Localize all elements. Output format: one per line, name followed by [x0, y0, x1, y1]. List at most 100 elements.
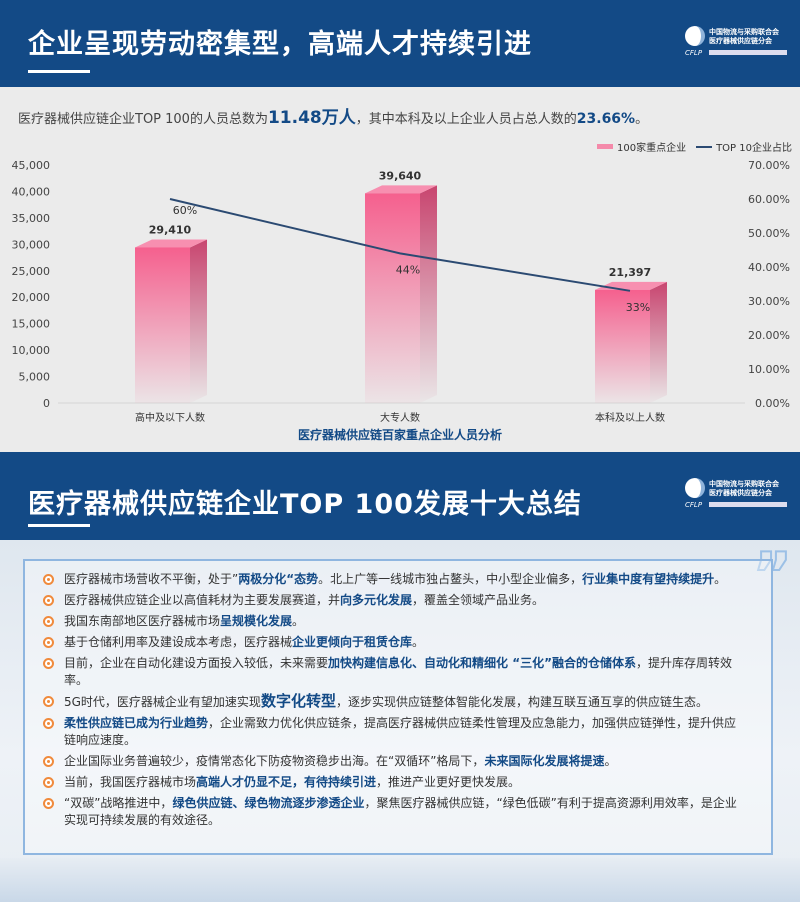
bar-data-label: 21,397	[609, 266, 651, 279]
item-text: ，覆盖全领域产品业务。	[412, 593, 545, 607]
title-underline	[28, 70, 90, 73]
chart-legend: 100家重点企业 TOP 10企业占比	[596, 139, 792, 154]
summary-item: 柔性供应链已成为行业趋势，企业需致力优化供应链条，提高医疗器械供应链柔性管理及应…	[39, 715, 744, 749]
logo-bar	[709, 502, 787, 507]
logo-line2: 医疗器械供应链分会	[709, 489, 772, 497]
item-text: 。	[292, 614, 305, 628]
bullet-icon	[43, 756, 54, 767]
highlight-text: 高端人才仍显不足，有待持续引进	[196, 775, 377, 789]
summary-mid: ，其中本科及以上企业人员占总人数的	[355, 112, 577, 127]
logo-globe-icon	[685, 478, 705, 498]
left-axis-tick: 40,000	[12, 185, 51, 198]
item-text: ，推进产业更好更快发展。	[376, 775, 521, 789]
legend-bar-label: 100家重点企业	[616, 143, 687, 154]
item-text: “双碳”战略推进中，	[64, 796, 173, 810]
highlight-text: 企业更倾向于租赁仓库	[292, 635, 413, 649]
summary-item: 企业国际业务普遍较少，疫情常态化下防疫物资稳步出海。在“双循环”格局下，未来国际…	[39, 753, 744, 770]
summary-item: “双碳”战略推进中，绿色供应链、绿色物流逐步渗透企业，聚焦医疗器械供应链，“绿色…	[39, 795, 744, 829]
highlight-text: 绿色供应链、绿色物流逐步渗透企业	[172, 796, 365, 810]
bullet-icon	[43, 658, 54, 669]
left-axis-tick: 35,000	[12, 212, 51, 225]
item-text: 医疗器械供应链企业以高值耗材为主要发展赛道，并	[64, 593, 341, 607]
legend-bar-swatch	[596, 144, 613, 149]
bar	[135, 247, 190, 403]
item-text: 。北上广等一线城市独占鳌头，中小型企业偏多，	[318, 572, 583, 586]
combo-chart: 0 5,000 10,000 15,000 20,000 25,000 30,000 35,0…	[12, 159, 791, 442]
logo-abbr: CFLP	[685, 49, 703, 57]
highlight-text: 两极分化“态势	[238, 572, 319, 586]
slide1-header: 企业呈现劳动密集型，高端人才持续引进 中国物流与采购联合会 医疗器械供应链分会 …	[0, 0, 800, 87]
item-text: 。	[412, 635, 425, 649]
item-text: 当前，我国医疗器械市场	[64, 775, 197, 789]
summary-item: 基于仓储利用率及建设成本考虑，医疗器械企业更倾向于租赁仓库。	[39, 634, 744, 651]
item-text: 。	[604, 754, 617, 768]
logo-line1: 中国物流与采购联合会	[709, 28, 779, 36]
item-text: 。	[714, 572, 727, 586]
item-text: 企业国际业务普遍较少，疫情常态化下防疫物资稳步出海。在“双循环”格局下，	[64, 754, 485, 768]
summary-item: 当前，我国医疗器械市场高端人才仍显不足，有待持续引进，推进产业更好更快发展。	[39, 774, 744, 791]
right-axis-tick: 70.00%	[748, 159, 790, 172]
logo-globe-icon	[685, 26, 705, 46]
bullet-icon	[43, 798, 54, 809]
slide2-title: 医疗器械供应链企业TOP 100发展十大总结	[28, 489, 582, 520]
item-text: ，逐步实现供应链整体智能化发展，构建互联互通互享的供应链生态。	[335, 695, 708, 709]
item-text: 我国东南部地区医疗器械市场	[64, 614, 221, 628]
left-axis-tick: 45,000	[12, 159, 51, 172]
bar-top	[365, 185, 437, 194]
left-axis-tick: 25,000	[12, 265, 51, 278]
bar	[365, 193, 420, 403]
legend-line-swatch	[696, 145, 713, 148]
summary-item: 5G时代，医疗器械企业有望加速实现数字化转型，逐步实现供应链整体智能化发展，构建…	[39, 693, 744, 711]
item-text: ，企业需致力优化供应链条，提高医疗器械供应链柔性管理及应急能力，加强供应链弹性，…	[64, 716, 737, 747]
right-axis-tick: 60.00%	[748, 193, 790, 206]
highlight-text: 柔性供应链已成为行业趋势	[64, 716, 209, 730]
left-axis-tick: 0	[43, 397, 50, 410]
line-data-label: 44%	[396, 263, 420, 276]
logo-bar	[709, 50, 787, 55]
highlight-text: 呈规模化发展	[220, 614, 293, 628]
bullet-icon	[43, 637, 54, 648]
highlight-text: 数字化转型	[260, 692, 336, 710]
line-data-label: 60%	[173, 204, 197, 217]
left-axis-tick: 10,000	[12, 344, 51, 357]
bullet-icon	[43, 574, 54, 585]
right-axis-tick: 10.00%	[748, 363, 790, 376]
left-axis-tick: 20,000	[12, 291, 51, 304]
logo-line2: 医疗器械供应链分会	[709, 37, 772, 45]
summary-section: ” 医疗器械市场营收不平衡，处于”两极分化“态势。北上广等一线城市独占鳌头，中小…	[0, 539, 800, 902]
summary-list: 医疗器械市场营收不平衡，处于”两极分化“态势。北上广等一线城市独占鳌头，中小型企…	[39, 571, 744, 833]
x-axis-label: 本科及以上人数	[595, 411, 665, 424]
bullet-icon	[43, 777, 54, 788]
item-text: ，聚焦医疗器械供应链，“绿色低碳”有利于提高资源利用效率，是企业实现可持续发展的…	[64, 796, 737, 827]
bullet-icon	[43, 616, 54, 627]
bullet-icon	[43, 595, 54, 606]
slide2-header: 医疗器械供应链企业TOP 100发展十大总结 中国物流与采购联合会 医疗器械供应…	[0, 452, 800, 540]
summary-total: 11.48万人	[267, 108, 356, 128]
right-axis-tick: 20.00%	[748, 329, 790, 342]
cflp-logo: 中国物流与采购联合会 医疗器械供应链分会 CFLP	[685, 24, 790, 64]
item-text: 医疗器械市场营收不平衡，处于”	[64, 572, 239, 586]
bar-side	[650, 281, 667, 403]
logo-line1: 中国物流与采购联合会	[709, 480, 779, 488]
summary-item: 医疗器械供应链企业以高值耗材为主要发展赛道，并向多元化发展，覆盖全领域产品业务。	[39, 592, 744, 609]
left-axis-tick: 5,000	[19, 371, 51, 384]
highlight-text: 加快构建信息化、自动化和精细化 “三化”融合的仓储体系	[328, 656, 636, 670]
slide1-title: 企业呈现劳动密集型，高端人才持续引进	[28, 29, 532, 60]
title-underline	[28, 524, 90, 527]
highlight-text: 未来国际化发展将提速	[484, 754, 605, 768]
bar-side	[190, 239, 207, 403]
summary-item: 目前，企业在自动化建设方面投入较低，未来需要加快构建信息化、自动化和精细化 “三…	[39, 655, 744, 689]
bar-top	[135, 239, 207, 248]
bar	[595, 289, 650, 403]
left-axis-tick: 15,000	[12, 318, 51, 331]
x-axis-label: 高中及以下人数	[135, 411, 205, 424]
x-axis-label: 大专人数	[380, 411, 420, 424]
bullet-icon	[43, 718, 54, 729]
bullet-icon	[43, 696, 54, 707]
bar-data-label: 39,640	[379, 169, 422, 182]
chart-title: 医疗器械供应链百家重点企业人员分析	[298, 427, 502, 442]
summary-item: 我国东南部地区医疗器械市场呈规模化发展。	[39, 613, 744, 630]
summary-pct: 23.66%	[576, 111, 636, 127]
highlight-text: 行业集中度有望持续提升	[582, 572, 715, 586]
right-axis-tick: 0.00%	[755, 397, 790, 410]
